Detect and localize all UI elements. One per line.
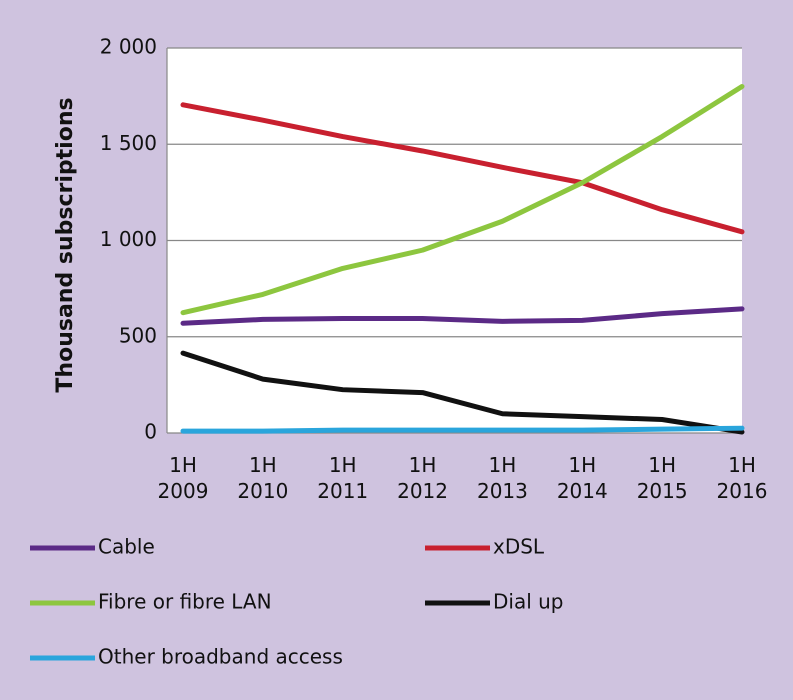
legend-label: xDSL bbox=[493, 535, 545, 559]
x-tick-label: 1H 2012 bbox=[397, 453, 449, 503]
y-axis-title: Thousand subscriptions bbox=[53, 97, 78, 392]
x-tick-label: 1H 2009 bbox=[157, 453, 209, 503]
series-line bbox=[180, 425, 745, 434]
x-tick-label: 1H 2010 bbox=[237, 453, 289, 503]
legend-label: Cable bbox=[98, 535, 155, 559]
x-tick-label: 1H 2014 bbox=[556, 453, 608, 503]
x-tick-label: 1H 2011 bbox=[317, 453, 369, 503]
series-line bbox=[180, 102, 745, 235]
x-tick-label: 1H 2013 bbox=[476, 453, 528, 503]
x-tick-label: 1H 2016 bbox=[716, 453, 768, 503]
legend-label: Dial up bbox=[493, 590, 564, 614]
legend-label: Other broadband access bbox=[98, 645, 343, 669]
series-line bbox=[180, 350, 745, 435]
y-tick-label: 2 000 bbox=[100, 35, 157, 59]
y-tick-label: 0 bbox=[144, 420, 157, 444]
y-tick-label: 1 500 bbox=[100, 131, 157, 155]
y-tick-label: 500 bbox=[119, 323, 157, 347]
legend-label: Fibre or fibre LAN bbox=[98, 590, 272, 614]
y-tick-label: 1 000 bbox=[100, 227, 157, 251]
series-line bbox=[180, 84, 745, 316]
x-tick-label: 1H 2015 bbox=[636, 453, 688, 503]
series-line bbox=[180, 306, 745, 326]
